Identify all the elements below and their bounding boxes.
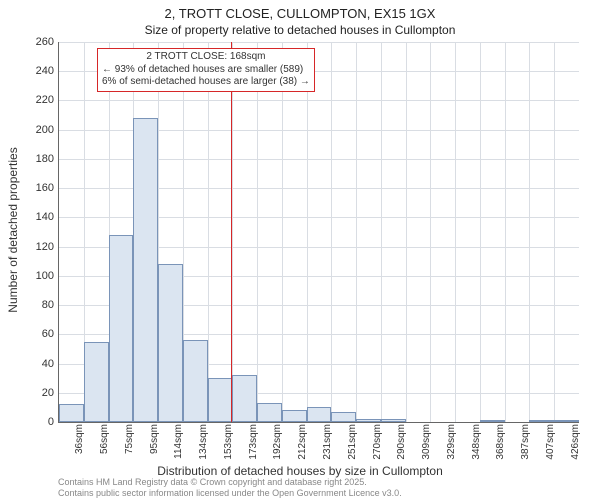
footer-line1: Contains HM Land Registry data © Crown c… [58,477,402,487]
y-tick-label: 0 [14,416,54,428]
gridline-v [505,42,506,422]
y-tick-label: 80 [14,299,54,311]
x-tick-label: 426sqm [570,424,581,460]
histogram-bar [529,420,554,422]
gridline-v [529,42,530,422]
chart-container: 2, TROTT CLOSE, CULLOMPTON, EX15 1GX Siz… [0,0,600,500]
plot-area: 2 TROTT CLOSE: 168sqm← 93% of detached h… [58,42,579,423]
x-tick-label: 387sqm [520,424,531,460]
chart-title: 2, TROTT CLOSE, CULLOMPTON, EX15 1GX [0,0,600,23]
histogram-bar [208,378,233,422]
x-tick-label: 368sqm [495,424,506,460]
x-tick-label: 56sqm [99,424,110,454]
annotation-line: 6% of semi-detached houses are larger (3… [102,76,310,89]
y-tick-label: 180 [14,153,54,165]
gridline-v [307,42,308,422]
gridline-v [455,42,456,422]
histogram-bar [356,419,381,422]
y-tick-label: 160 [14,182,54,194]
x-tick-label: 192sqm [272,424,283,460]
y-tick-label: 200 [14,124,54,136]
x-tick-label: 36sqm [74,424,85,454]
annotation-line: 2 TROTT CLOSE: 168sqm [102,51,310,64]
x-tick-label: 114sqm [173,424,184,459]
x-tick-label: 153sqm [223,424,234,460]
histogram-bar [480,420,505,422]
gridline-v [406,42,407,422]
y-tick-label: 220 [14,94,54,106]
y-axis-label: Number of detached properties [6,147,20,312]
y-tick-label: 140 [14,211,54,223]
gridline-v [232,42,233,422]
annotation-line: ← 93% of detached houses are smaller (58… [102,64,310,77]
histogram-bar [59,404,84,422]
gridline-h [59,42,579,43]
gridline-v [356,42,357,422]
histogram-bar [554,420,579,422]
histogram-bar [381,419,406,422]
x-tick-label: 95sqm [149,424,160,454]
y-tick-label: 260 [14,36,54,48]
gridline-v [480,42,481,422]
histogram-bar [109,235,134,422]
x-tick-label: 270sqm [372,424,383,460]
histogram-bar [183,340,208,422]
gridline-v [282,42,283,422]
x-tick-label: 231sqm [322,424,333,460]
y-tick-label: 240 [14,65,54,77]
annotation-box: 2 TROTT CLOSE: 168sqm← 93% of detached h… [97,48,315,92]
histogram-bar [84,342,109,422]
x-tick-label: 173sqm [248,424,259,460]
gridline-v [430,42,431,422]
gridline-v [381,42,382,422]
x-tick-label: 212sqm [297,424,308,460]
gridline-h [59,100,579,101]
gridline-v [331,42,332,422]
histogram-bar [331,412,356,422]
histogram-bar [307,407,332,422]
gridline-v [257,42,258,422]
y-tick-label: 60 [14,328,54,340]
x-tick-label: 290sqm [396,424,407,460]
x-tick-label: 348sqm [471,424,482,460]
x-tick-label: 329sqm [446,424,457,460]
x-tick-label: 134sqm [198,424,209,460]
footer-attribution: Contains HM Land Registry data © Crown c… [58,477,402,498]
footer-line2: Contains public sector information licen… [58,488,402,498]
gridline-v [554,42,555,422]
x-tick-label: 75sqm [124,424,135,454]
y-tick-label: 100 [14,270,54,282]
y-tick-label: 20 [14,387,54,399]
chart-subtitle: Size of property relative to detached ho… [0,23,600,37]
histogram-bar [257,403,282,422]
x-tick-label: 407sqm [545,424,556,460]
histogram-bar [232,375,257,422]
y-tick-label: 120 [14,241,54,253]
y-tick-label: 40 [14,358,54,370]
x-axis-label: Distribution of detached houses by size … [0,464,600,478]
gridline-v [208,42,209,422]
histogram-bar [158,264,183,422]
histogram-bar [282,410,307,422]
x-tick-label: 309sqm [421,424,432,460]
marker-line [231,42,232,422]
x-tick-label: 251sqm [347,424,358,460]
histogram-bar [133,118,158,422]
